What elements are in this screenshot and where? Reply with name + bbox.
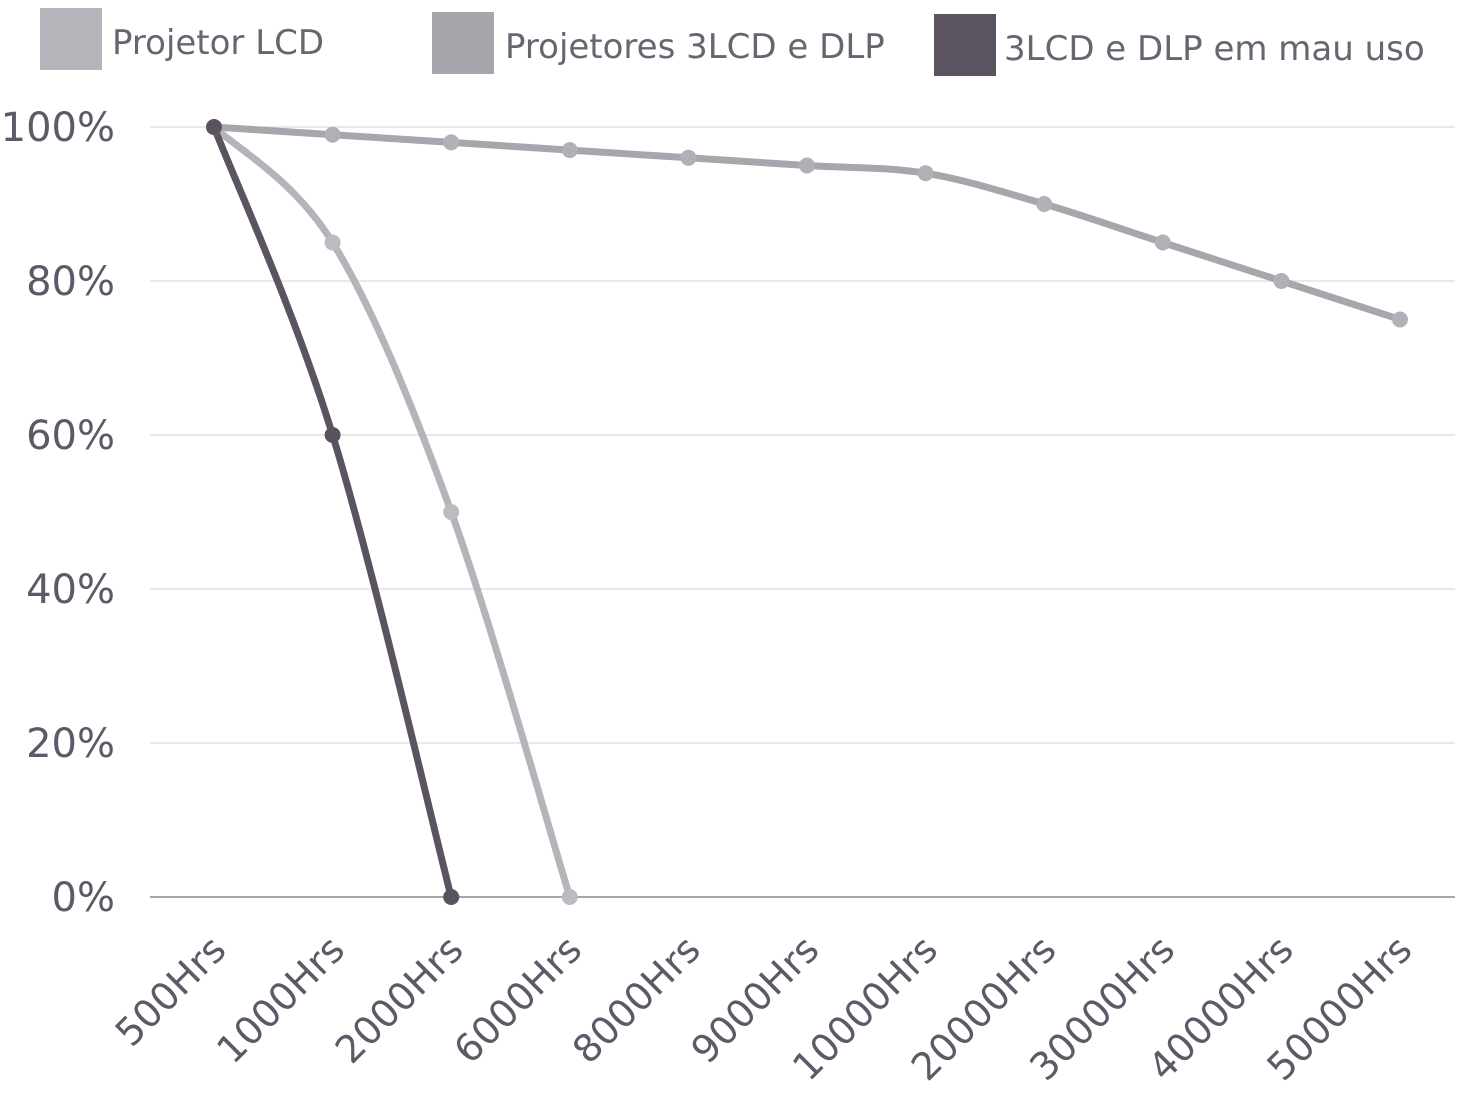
data-point [324,126,341,143]
series-lines [210,123,1404,901]
data-point [443,504,460,520]
data-point [1036,196,1053,212]
y-tick-label: 60% [26,413,115,459]
y-tick-label: 40% [26,567,115,613]
data-point [443,134,460,151]
legend-swatch [432,12,494,74]
y-tick-label: 80% [26,259,115,305]
data-point [1392,311,1408,328]
y-tick-label: 100% [1,105,115,151]
data-point [1273,273,1290,289]
data-point [561,142,578,159]
x-tick-label: 1000Hrs [208,927,353,1072]
legend-swatch [40,8,102,70]
series-points [206,119,1408,905]
x-tick-label: 2000Hrs [327,927,472,1072]
data-point [680,149,697,166]
y-tick-label: 0% [52,875,115,921]
legend: Projetor LCD Projetores 3LCD e DLP 3LCD e … [40,8,1425,76]
x-tick-label: 8000Hrs [564,927,709,1072]
x-tick-label: 6000Hrs [445,927,590,1072]
data-point [917,165,934,182]
legend-label: 3LCD e DLP em mau uso [1004,29,1425,69]
grid [150,126,1455,898]
data-point [443,889,460,905]
x-axis-ticks: 500Hrs1000Hrs2000Hrs6000Hrs8000Hrs9000Hr… [107,927,1421,1089]
data-point [324,234,341,251]
y-tick-label: 20% [26,721,115,767]
y-axis-ticks: 0% 20% 40% 60% 80% 100% [1,105,115,921]
data-point [799,157,815,174]
legend-label: Projetor LCD [112,23,324,63]
series-line [210,123,1404,323]
series-line [210,123,574,901]
legend-swatch [934,14,996,76]
data-point [206,119,222,135]
data-point [324,427,341,443]
data-point [1154,234,1171,251]
data-point [561,889,578,905]
series-line [210,123,455,901]
legend-label: Projetores 3LCD e DLP [505,27,885,67]
